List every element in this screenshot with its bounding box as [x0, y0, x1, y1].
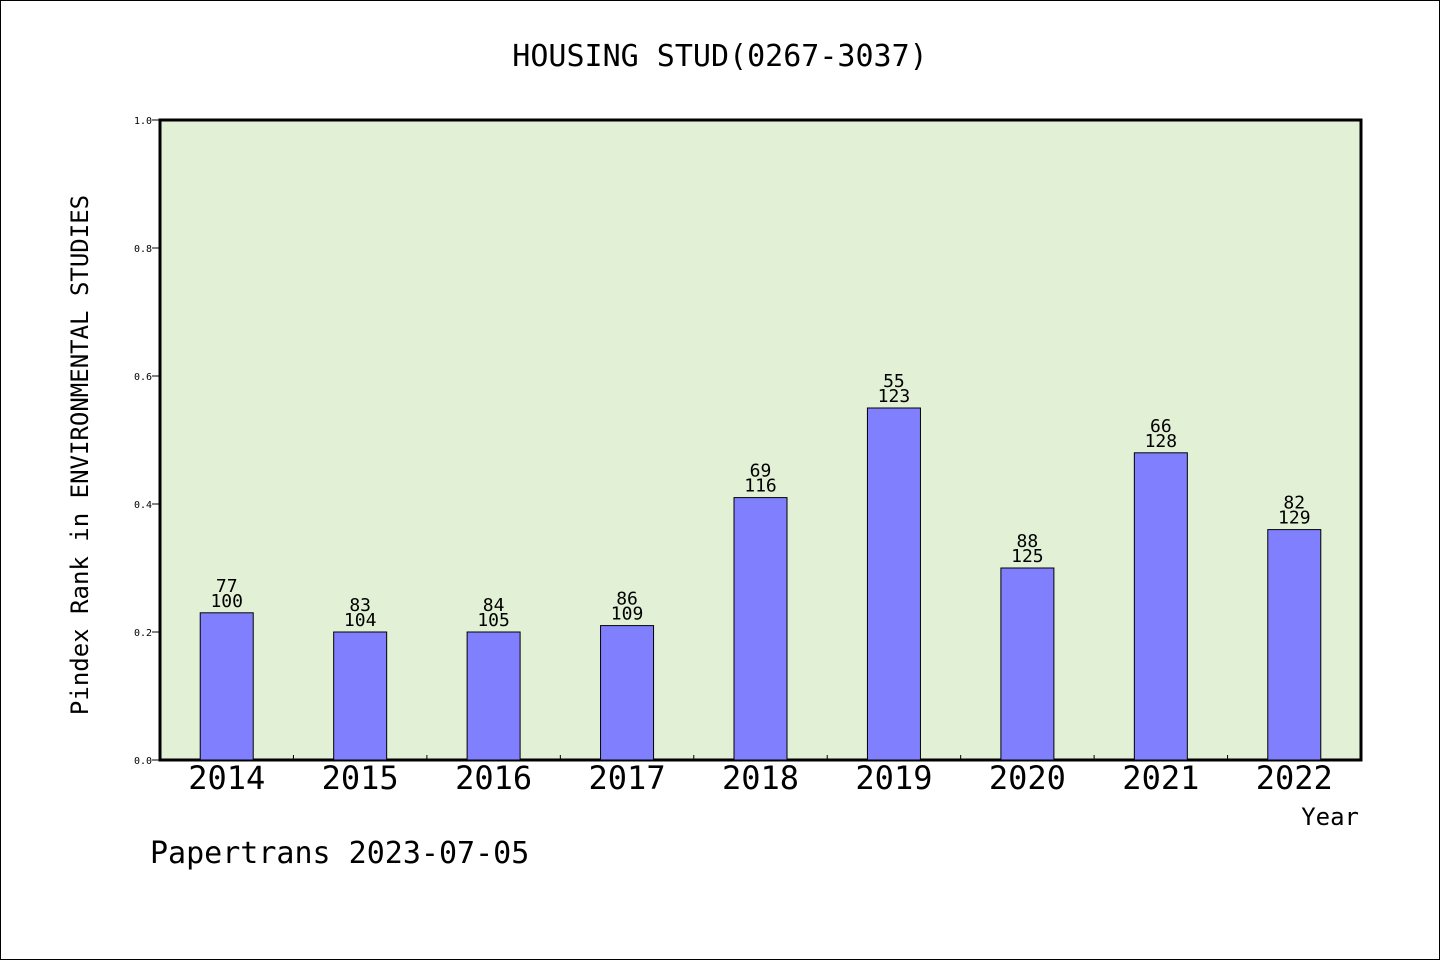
bar: [333, 631, 388, 761]
bar-count-label: 109: [611, 604, 644, 625]
x-tick-label: 2022: [1256, 759, 1333, 797]
bar-rank-label: 83: [349, 595, 371, 616]
bar-rank-label: 66: [1150, 416, 1172, 437]
y-tick-label: 0.0: [134, 756, 152, 767]
x-tick-label: 2021: [1122, 759, 1199, 797]
y-tick-label: 1.0: [134, 116, 152, 127]
x-tick-label: 2020: [989, 759, 1066, 797]
y-axis-label: Pindex Rank in ENVIRONMENTAL STUDIES: [66, 195, 94, 715]
bar-rank-label: 55: [883, 371, 905, 392]
bar-count-label: 100: [210, 591, 243, 612]
y-tick-label: 0.6: [134, 372, 152, 383]
bar: [1000, 567, 1055, 761]
x-tick-label: 2015: [322, 759, 399, 797]
bar: [733, 497, 788, 761]
bar-rank-label: 82: [1283, 493, 1305, 514]
bar: [1133, 452, 1188, 761]
x-tick-label: 2016: [455, 759, 532, 797]
x-tick-label: 2017: [589, 759, 666, 797]
bar-count-label: 104: [344, 610, 377, 631]
bar-rank-label: 77: [216, 576, 238, 597]
bar-count-label: 105: [477, 610, 510, 631]
chart-title: HOUSING STUD(0267-3037): [512, 39, 927, 74]
bar: [199, 612, 254, 761]
x-tick-label: 2019: [855, 759, 932, 797]
bar-count-label: 116: [744, 476, 777, 497]
x-tick-label: 2018: [722, 759, 799, 797]
y-tick-label: 0.2: [134, 628, 152, 639]
y-tick-label: 0.4: [134, 500, 152, 511]
x-tick-label: 2014: [188, 759, 265, 797]
bar-count-label: 123: [878, 386, 911, 407]
bar: [866, 407, 921, 761]
bar-count-label: 128: [1145, 431, 1178, 452]
bar: [1267, 529, 1322, 761]
bar-count-label: 125: [1011, 546, 1044, 567]
bar-rank-label: 84: [483, 595, 505, 616]
bar-rank-label: 88: [1017, 531, 1039, 552]
bar-rank-label: 86: [616, 589, 638, 610]
bar: [466, 631, 521, 761]
footer-text: Papertrans 2023-07-05: [150, 836, 529, 871]
x-axis-label: Year: [1301, 803, 1359, 831]
bar-rank-label: 69: [750, 461, 772, 482]
bar-count-label: 129: [1278, 508, 1311, 529]
bar: [600, 625, 655, 761]
y-tick-label: 0.8: [134, 244, 152, 255]
